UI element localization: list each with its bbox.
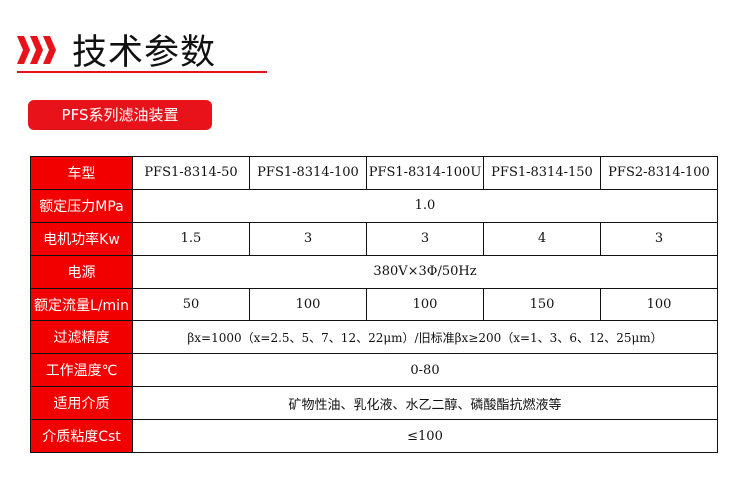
table-row: 额定流量L/min 50 100 100 150 100 [30, 287, 718, 322]
cell: 100 [600, 287, 718, 322]
table-row: 电机功率Kw 1.5 3 3 4 3 [30, 221, 718, 256]
row-label: 额定流量L/min [30, 287, 133, 322]
table-row: 工作温度℃ 0-80 [30, 353, 718, 388]
cell: PFS1-8314-100 [249, 156, 367, 190]
row-label: 过滤精度 [30, 320, 133, 355]
cell: 100 [366, 287, 484, 322]
row-label: 车型 [30, 156, 133, 190]
cell: ≤100 [132, 419, 718, 454]
cell: 3 [249, 221, 367, 256]
title-underline [17, 71, 267, 73]
cell: 50 [132, 287, 250, 322]
spec-table: 车型 PFS1-8314-50 PFS1-8314-100 PFS1-8314-… [30, 156, 718, 454]
cell: 3 [600, 221, 718, 256]
chevrons-icon [17, 36, 56, 64]
page-title: 技术参数 [72, 33, 217, 73]
cell: PFS1-8314-50 [132, 156, 250, 190]
row-label: 适用介质 [30, 386, 133, 421]
cell: PFS1-8314-150 [483, 156, 601, 190]
row-label: 电机功率Kw [30, 221, 133, 256]
cell: 100 [249, 287, 367, 322]
row-label: 工作温度℃ [30, 353, 133, 388]
table-row: 适用介质 矿物性油、乳化液、水乙二醇、磷酸酯抗燃液等 [30, 386, 718, 421]
cell: 150 [483, 287, 601, 322]
cell: PFS1-8314-100U [366, 156, 484, 190]
table-row: 介质粘度Cst ≤100 [30, 419, 718, 454]
table-row: 过滤精度 βx=1000（x=2.5、5、7、12、22μm）/旧标准βx≥20… [30, 320, 718, 355]
cell: 0-80 [132, 353, 718, 388]
table-row: 额定压力MPa 1.0 [30, 188, 718, 223]
cell: 3 [366, 221, 484, 256]
cell: 矿物性油、乳化液、水乙二醇、磷酸酯抗燃液等 [132, 386, 718, 421]
cell: 4 [483, 221, 601, 256]
cell: 1.5 [132, 221, 250, 256]
row-label: 额定压力MPa [30, 188, 133, 223]
cell: βx=1000（x=2.5、5、7、12、22μm）/旧标准βx≥200（x=1… [132, 320, 718, 355]
cell: 1.0 [132, 188, 718, 223]
table-row: 车型 PFS1-8314-50 PFS1-8314-100 PFS1-8314-… [30, 156, 718, 190]
cell: 380V×3Φ/50Hz [132, 254, 718, 289]
row-label: 电源 [30, 254, 133, 289]
table-row: 电源 380V×3Φ/50Hz [30, 254, 718, 289]
cell: PFS2-8314-100 [600, 156, 718, 190]
row-label: 介质粘度Cst [30, 419, 133, 454]
series-badge: PFS系列滤油装置 [28, 100, 212, 130]
